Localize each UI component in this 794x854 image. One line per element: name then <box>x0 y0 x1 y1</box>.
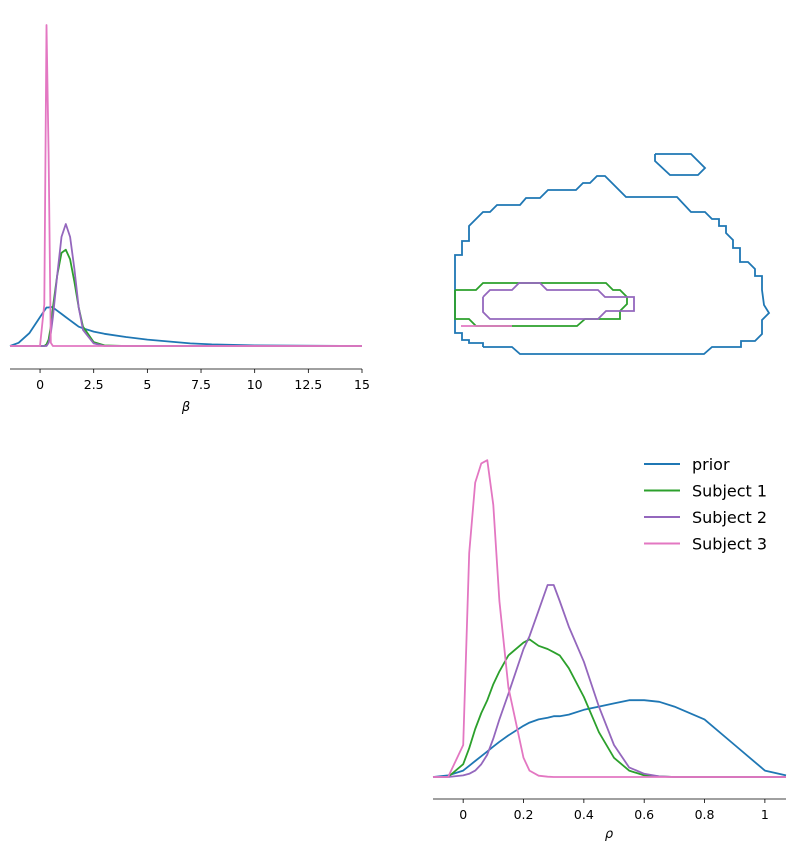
beta-series-prior <box>9 305 363 347</box>
legend-label: prior <box>692 455 730 474</box>
beta-series-subject-2 <box>10 223 362 347</box>
rho-tick-label: 1 <box>761 807 769 822</box>
joint-contour-panel <box>454 153 771 355</box>
rho-tick-label: 0.4 <box>574 807 594 822</box>
rho-series-prior <box>432 699 787 778</box>
prior-contour-main <box>454 175 771 355</box>
beta-tick-label: 15 <box>354 377 370 392</box>
rho-tick-label: 0.2 <box>514 807 534 822</box>
beta-series-lines <box>9 24 363 347</box>
beta-tick-label: 10 <box>247 377 263 392</box>
beta-tick-label: 0 <box>36 377 44 392</box>
legend: prior Subject 1 Subject 2 Subject 3 <box>644 455 767 554</box>
subject2-contour <box>482 282 635 320</box>
rho-tick-label: 0 <box>459 807 467 822</box>
beta-axis-label: β <box>181 400 190 415</box>
legend-label: Subject 1 <box>692 482 767 501</box>
beta-tick-label: 7.5 <box>191 377 211 392</box>
rho-series-subject-3 <box>433 459 786 778</box>
rho-axis-label: ρ <box>605 827 614 842</box>
beta-marginal-panel: 0 2.5 5 7.5 10 12.5 15 β <box>9 24 370 415</box>
beta-tick-label: 12.5 <box>294 377 322 392</box>
subject1-contour <box>454 282 628 327</box>
rho-x-ticks: 0 0.2 0.4 0.6 0.8 1 <box>459 799 769 822</box>
beta-x-ticks: 0 2.5 5 7.5 10 12.5 15 <box>36 369 370 392</box>
legend-label: Subject 3 <box>692 535 767 554</box>
beta-tick-label: 5 <box>143 377 151 392</box>
beta-series-subject-1 <box>10 248 362 347</box>
rho-tick-label: 0.6 <box>634 807 654 822</box>
beta-series-subject-3 <box>10 24 362 347</box>
rho-marginal-panel: 0 0.2 0.4 0.6 0.8 1 ρ <box>432 459 787 842</box>
rho-series-subject-2 <box>433 584 786 778</box>
rho-series-lines <box>432 459 787 778</box>
legend-label: Subject 2 <box>692 508 767 527</box>
prior-contour-small <box>654 153 707 176</box>
rho-tick-label: 0.8 <box>695 807 715 822</box>
beta-tick-label: 2.5 <box>84 377 104 392</box>
